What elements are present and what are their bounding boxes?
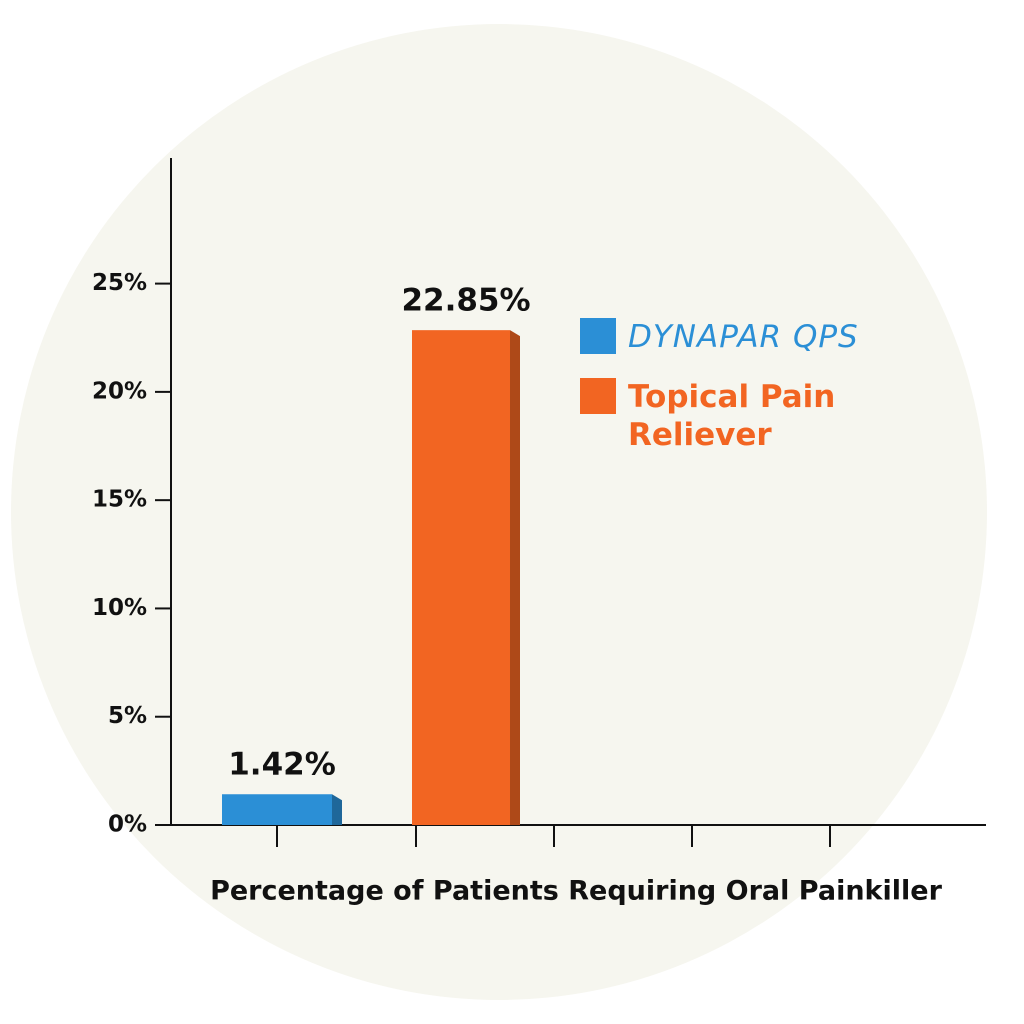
bar-side <box>332 794 342 825</box>
bar <box>222 794 332 825</box>
bar-side <box>510 330 520 825</box>
legend-label: DYNAPAR QPS <box>628 319 859 355</box>
legend-swatch <box>580 378 616 414</box>
legend-item: DYNAPAR QPS <box>580 318 859 356</box>
y-tick-label: 25% <box>92 270 147 296</box>
legend-swatch <box>580 318 616 354</box>
y-tick-label: 15% <box>92 487 147 513</box>
x-axis-label: Percentage of Patients Requiring Oral Pa… <box>210 876 943 907</box>
x-axis-ticks <box>276 825 831 847</box>
y-tick-label: 20% <box>92 378 147 404</box>
value-label: 1.42% <box>228 747 336 783</box>
bar <box>412 330 510 825</box>
legend-label: Topical Pain Reliever <box>628 379 836 453</box>
legend-item: Topical Pain Reliever <box>580 378 878 454</box>
y-tick-label: 5% <box>108 703 147 729</box>
y-tick-label: 0% <box>108 812 147 838</box>
value-label: 22.85% <box>401 283 530 319</box>
y-tick-label: 10% <box>92 595 147 621</box>
